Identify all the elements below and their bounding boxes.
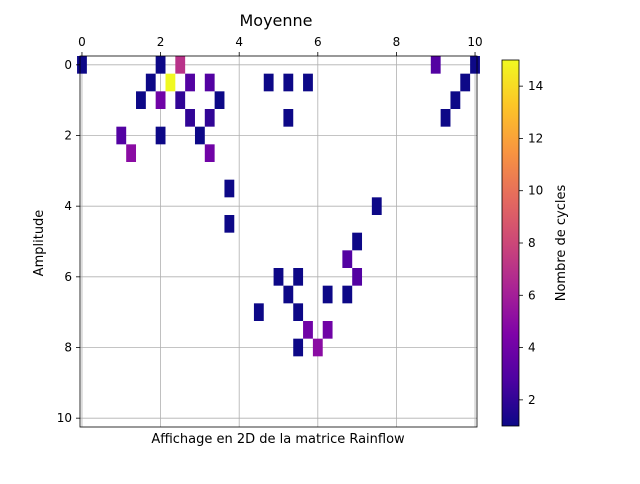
heatmap-cell	[224, 179, 235, 198]
heatmap-cell	[126, 144, 137, 162]
y-tick-label: 8	[64, 341, 72, 355]
y-axis-ticks: 0 2 4 6 8 10	[57, 58, 80, 425]
x-tick-label: 8	[393, 35, 401, 49]
heatmap-cell	[175, 56, 186, 74]
heatmap-cell	[322, 285, 333, 304]
x-axis-label: Affichage en 2D de la matrice Rainflow	[151, 432, 405, 447]
y-tick-label: 0	[64, 58, 72, 72]
heatmap-cell	[303, 321, 313, 339]
x-tick-label: 6	[314, 35, 322, 49]
heatmap-cell	[342, 250, 353, 268]
heatmap-cell	[283, 285, 294, 304]
heatmap-cell	[204, 144, 215, 162]
x-tick-label: 2	[157, 35, 165, 49]
heatmap-cell	[194, 126, 205, 145]
heatmap-cell	[145, 73, 156, 92]
grid-lines	[80, 56, 477, 427]
heatmap-cell	[204, 73, 215, 92]
heatmap-cell	[283, 109, 294, 127]
heatmap-cell	[283, 73, 294, 92]
heatmap-cell	[155, 91, 166, 109]
heatmap-cell	[214, 91, 225, 109]
heatmap-cell	[116, 126, 127, 145]
colorbar-tick-label: 2	[528, 393, 536, 407]
heatmap-cell	[273, 268, 284, 286]
colorbar-label: Nombre de cycles	[554, 185, 569, 302]
heatmap-cell	[450, 91, 461, 109]
colorbar-tick-label: 14	[528, 79, 543, 93]
heatmap-cell	[342, 285, 353, 304]
heatmap-cells	[77, 56, 480, 357]
x-axis-ticks: 0 2 4 6 8 10	[78, 35, 483, 56]
colorbar-ticks: 2 4 6 8 10 12 14	[519, 79, 543, 407]
heatmap-cell	[460, 73, 471, 92]
y-axis-label: Amplitude	[32, 210, 47, 277]
heatmap-cell	[293, 303, 304, 321]
heatmap-cell	[185, 109, 195, 127]
y-tick-label: 10	[57, 411, 72, 425]
colorbar-gradient	[501, 59, 520, 427]
y-tick-label: 2	[64, 129, 72, 143]
colorbar-tick-label: 6	[528, 288, 536, 302]
heatmap-cell	[165, 73, 176, 92]
heatmap-cell	[312, 338, 323, 357]
x-tick-label: 0	[78, 35, 86, 49]
plot-area-frame	[79, 55, 478, 428]
heatmap-cell	[470, 56, 480, 74]
heatmap-cell	[263, 73, 274, 92]
heatmap-cell	[204, 109, 215, 127]
heatmap-cell	[136, 91, 146, 109]
heatmap-cell	[430, 56, 441, 74]
heatmap-cell	[77, 56, 87, 74]
heatmap-cell	[322, 321, 333, 339]
chart-title: Moyenne	[239, 11, 312, 30]
heatmap-cell	[352, 232, 363, 251]
heatmap-cell	[253, 303, 264, 321]
heatmap-cell	[440, 109, 451, 127]
colorbar: 2 4 6 8 10 12 14 Nombre de cycles	[501, 59, 569, 427]
heatmap-cell	[155, 126, 166, 145]
colorbar-tick-label: 10	[528, 184, 543, 198]
colorbar-tick-label: 4	[528, 341, 536, 355]
heatmap-cell	[185, 73, 195, 92]
heatmap-cell	[155, 56, 166, 74]
heatmap-cell	[293, 268, 304, 286]
y-tick-label: 6	[64, 270, 72, 284]
x-tick-label: 4	[235, 35, 243, 49]
heatmap-cell	[303, 73, 313, 92]
heatmap-cell	[175, 91, 186, 109]
y-tick-label: 4	[64, 199, 72, 213]
heatmap-cell	[293, 338, 304, 357]
x-tick-label: 10	[467, 35, 482, 49]
heatmap-cell	[352, 268, 363, 286]
colorbar-tick-label: 8	[528, 236, 536, 250]
colorbar-tick-label: 12	[528, 131, 543, 145]
heatmap-cell	[371, 197, 382, 215]
heatmap-cell	[224, 215, 235, 233]
